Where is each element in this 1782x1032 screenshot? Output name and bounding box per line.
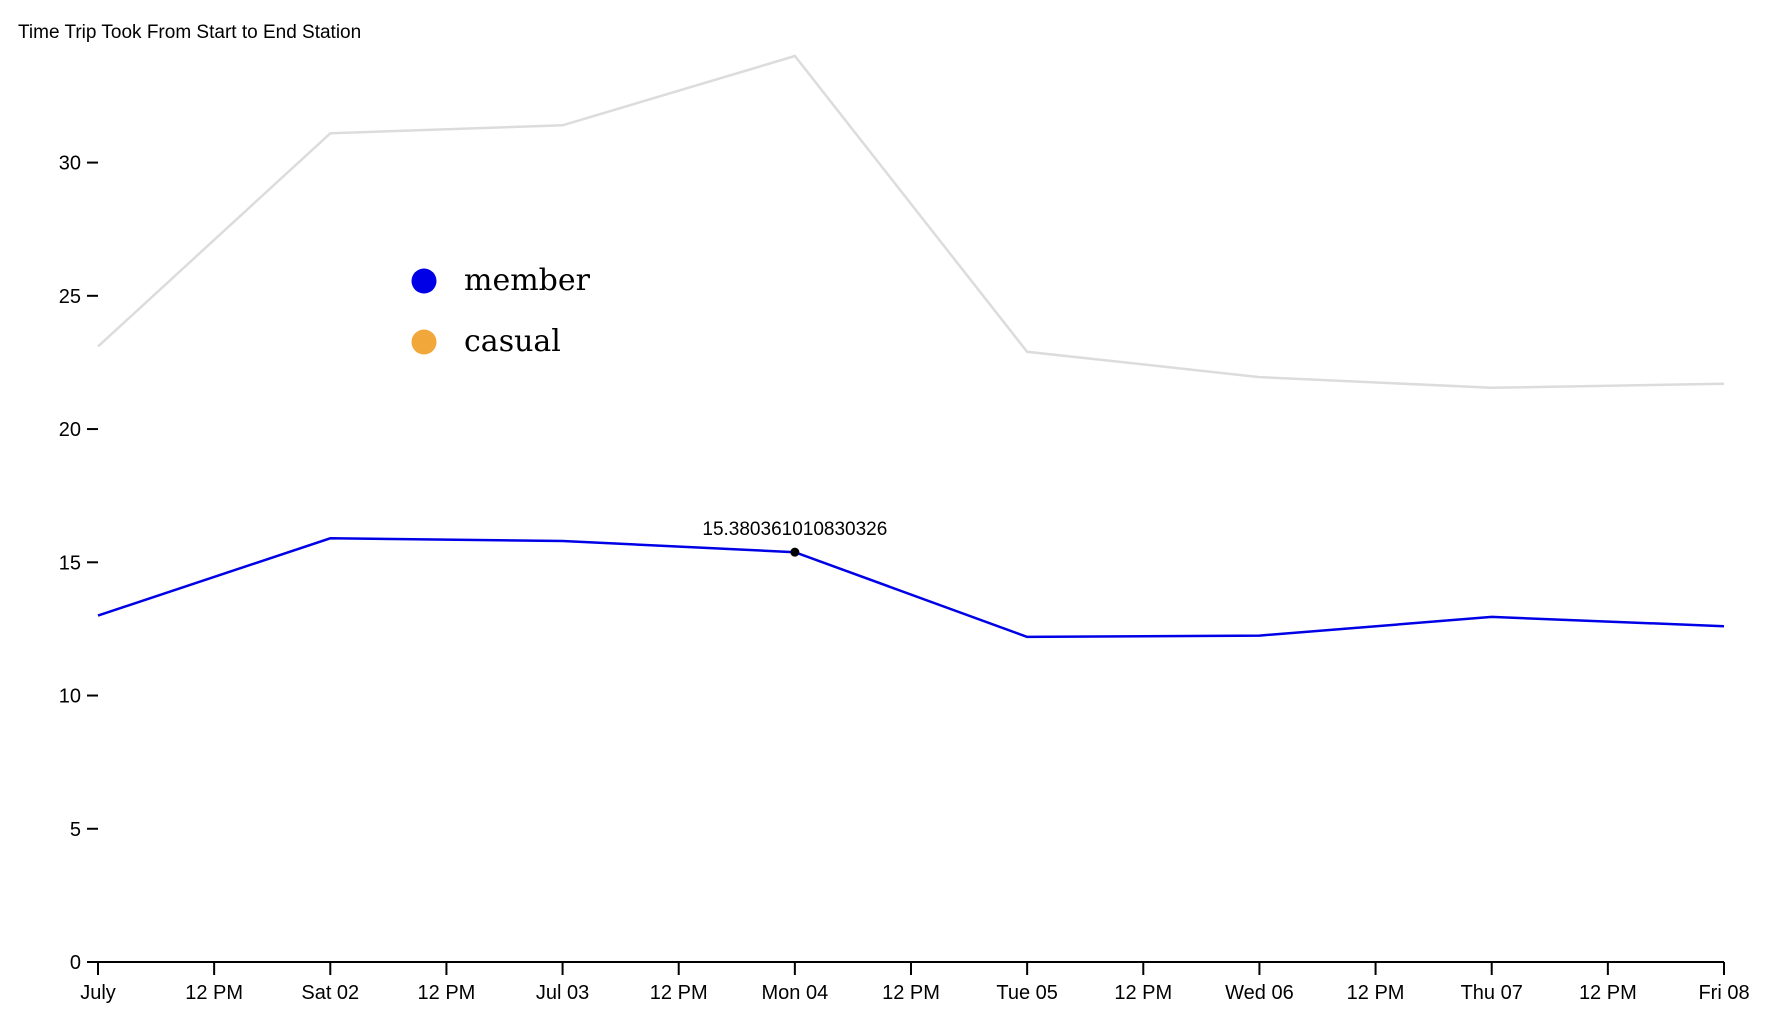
x-tick-label: 12 PM <box>185 982 243 1004</box>
legend-marker-casual <box>411 329 437 355</box>
x-tick-label: 12 PM <box>1579 982 1637 1004</box>
y-tick-label: 30 <box>59 153 81 175</box>
x-tick-label: 12 PM <box>650 982 708 1004</box>
highlight-value-label: 15.380361010830326 <box>702 519 887 540</box>
y-tick-label: 5 <box>70 819 81 841</box>
chart-title: Time Trip Took From Start to End Station <box>18 22 361 43</box>
series-line-casual <box>97 54 1725 390</box>
legend-label-casual: casual <box>464 324 561 359</box>
x-tick-label: Thu 07 <box>1461 982 1523 1004</box>
series-line-member <box>97 537 1725 639</box>
y-tick-label: 10 <box>59 686 81 708</box>
legend-marker-member <box>411 268 437 294</box>
series-layer <box>97 54 1725 639</box>
x-tick-label: Mon 04 <box>761 982 828 1004</box>
x-tick-label: Jul 03 <box>536 982 589 1004</box>
x-tick-label: Sat 02 <box>301 982 359 1004</box>
x-axis: July 12 PM Sat 02 12 PM Jul 03 12 PM Mon 04 12 … <box>80 961 1750 1004</box>
x-tick-label: Wed 06 <box>1225 982 1294 1004</box>
x-tick-label: 12 PM <box>1114 982 1172 1004</box>
y-tick-label: 25 <box>59 286 81 308</box>
highlight-layer: 15.380361010830326 <box>702 519 887 557</box>
x-tick-label: 12 PM <box>1347 982 1405 1004</box>
x-tick-label: Tue 05 <box>996 982 1058 1004</box>
y-tick-label: 0 <box>70 952 81 974</box>
legend-label-member: member <box>464 263 591 298</box>
x-tick-label: Fri 08 <box>1698 982 1749 1004</box>
legend: member casual <box>411 263 591 359</box>
x-tick-label: 12 PM <box>418 982 476 1004</box>
highlight-point <box>790 547 800 557</box>
x-tick-label: July <box>80 982 116 1004</box>
y-tick-label: 15 <box>59 552 81 574</box>
x-tick-label: 12 PM <box>882 982 940 1004</box>
y-axis: 0 5 10 15 20 25 30 <box>59 153 98 974</box>
y-tick-label: 20 <box>59 419 81 441</box>
